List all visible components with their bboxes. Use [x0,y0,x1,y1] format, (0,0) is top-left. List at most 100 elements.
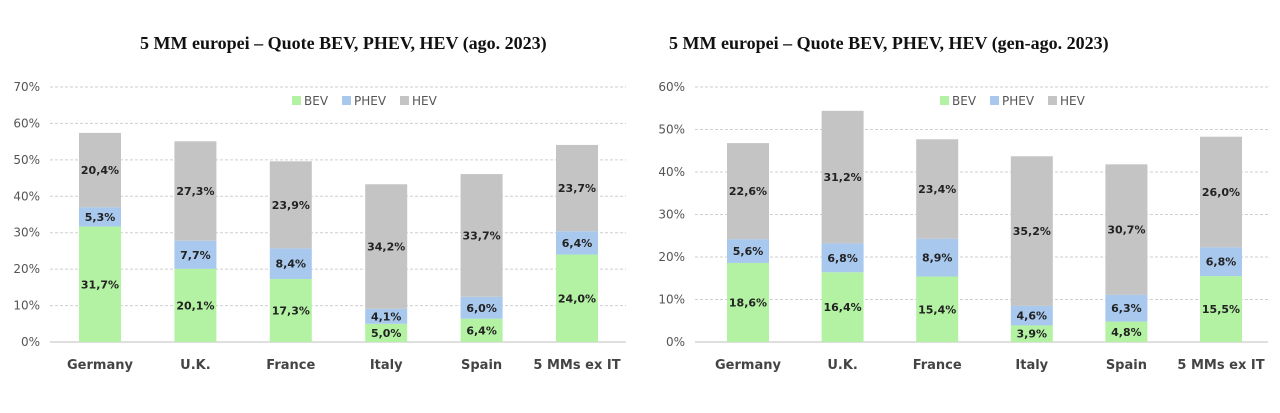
y-tick-label: 20% [658,250,685,264]
bar-phev [365,308,408,324]
legend-label: HEV [1060,94,1086,108]
x-tick-label: Germany [67,358,133,373]
y-tick-label: 50% [658,123,685,137]
data-label: 4,1% [371,310,402,323]
bar-hev [556,144,598,232]
data-label: 18,6% [729,296,767,309]
bar-hev [79,132,121,208]
bar-bev [1200,276,1242,342]
y-tick-label: 50% [13,153,40,167]
chart-title: 5 MM europei – Quote BEV, PHEV, HEV (ago… [140,33,547,53]
data-label: 34,2% [367,241,405,254]
bar-hev [1200,136,1242,248]
bar-bev [821,272,864,342]
data-label: 6,4% [562,237,593,250]
bar-hev [916,139,959,239]
legend-swatch-hev [400,96,409,105]
legend-swatch-bev [292,96,301,105]
x-tick-label: 5 MMs ex IT [1177,358,1264,373]
data-label: 31,7% [81,278,119,291]
data-label: 5,6% [733,245,764,258]
data-label: 6,0% [466,302,497,315]
x-tick-label: Spain [1106,358,1147,373]
bar-bev [556,254,598,342]
y-tick-label: 30% [658,208,685,222]
bar-bev [916,276,959,342]
bar-phev [821,243,864,273]
data-label: 24,0% [558,292,596,305]
y-tick-label: 10% [658,293,685,307]
legend-label: HEV [412,94,438,108]
data-label: 23,4% [918,183,956,196]
x-tick-label: U.K. [827,358,858,373]
chart-right: 0% 10% 20% 30% 40% 50% 60% 18,6% 5,6% 22,6% German… [658,80,1268,373]
data-label: 6,8% [827,252,858,265]
bar-bev [174,268,217,342]
y-tick-label: 40% [658,165,685,179]
legend-label: BEV [952,94,977,108]
bar-bev [1010,325,1053,342]
bar-phev [79,207,121,227]
y-tick-label: 0% [21,335,40,349]
bar-hev [821,110,864,244]
bar-phev [1010,305,1053,326]
data-label: 20,1% [176,299,214,312]
x-tick-label: Germany [715,358,781,373]
data-label: 6,3% [1111,302,1142,315]
bar-hev [365,184,408,309]
bar-bev [727,262,769,342]
x-tick-label: France [266,358,315,373]
bar-phev [727,239,769,263]
legend-label: PHEV [1002,94,1035,108]
bar-hev [1105,164,1148,295]
bar-hev [460,174,503,297]
data-label: 27,3% [176,185,214,198]
data-label: 33,7% [463,229,501,242]
bar-phev [1200,247,1242,277]
bar-phev [269,248,312,279]
data-label: 6,8% [1206,256,1237,269]
bar-bev [460,318,503,342]
legend-label: PHEV [354,94,387,108]
bar-hev [1010,156,1053,306]
bar-bev [79,226,121,342]
chart-title: 5 MM europei – Quote BEV, PHEV, HEV (gen… [669,33,1109,53]
y-tick-label: 60% [658,80,685,94]
chart-panel-left: 5 MM europei – Quote BEV, PHEV, HEV (ago… [13,33,626,373]
data-label: 35,2% [1013,225,1051,238]
data-label: 5,3% [85,211,116,224]
x-tick-label: Italy [370,358,403,373]
data-label: 5,0% [371,327,402,340]
data-label: 4,6% [1017,310,1048,323]
data-label: 7,7% [180,249,211,262]
bar-hev [727,143,769,240]
y-tick-label: 30% [13,226,40,240]
data-label: 16,4% [824,301,862,314]
data-label: 6,4% [466,324,497,337]
bar-bev [1105,321,1148,342]
legend-swatch-phev [342,96,351,105]
y-tick-label: 10% [13,299,40,313]
x-tick-label: Spain [461,358,502,373]
data-label: 30,7% [1107,224,1145,237]
legend-swatch-bev [940,96,949,105]
y-tick-label: 60% [13,116,40,130]
data-label: 3,9% [1017,328,1048,341]
chart-panel-right: 5 MM europei – Quote BEV, PHEV, HEV (gen… [640,0,1280,413]
y-tick-label: 40% [13,189,40,203]
y-tick-label: 20% [13,262,40,276]
data-label: 23,9% [272,199,310,212]
x-tick-label: U.K. [180,358,211,373]
bar-phev [556,231,598,255]
data-label: 26,0% [1202,186,1240,199]
x-tick-label: 5 MMs ex IT [533,358,620,373]
legend-swatch-hev [1048,96,1057,105]
bar-phev [916,238,959,277]
bar-phev [460,296,503,319]
bar-bev [269,278,312,342]
legend-label: BEV [304,94,329,108]
bar-phev [174,240,217,269]
chart-left: 0% 10% 20% 30% 40% 50% 60% 70% 31,7% 5,3% 20,4% Ger… [13,80,626,373]
bar-hev [174,141,217,241]
y-tick-label: 70% [13,80,40,94]
